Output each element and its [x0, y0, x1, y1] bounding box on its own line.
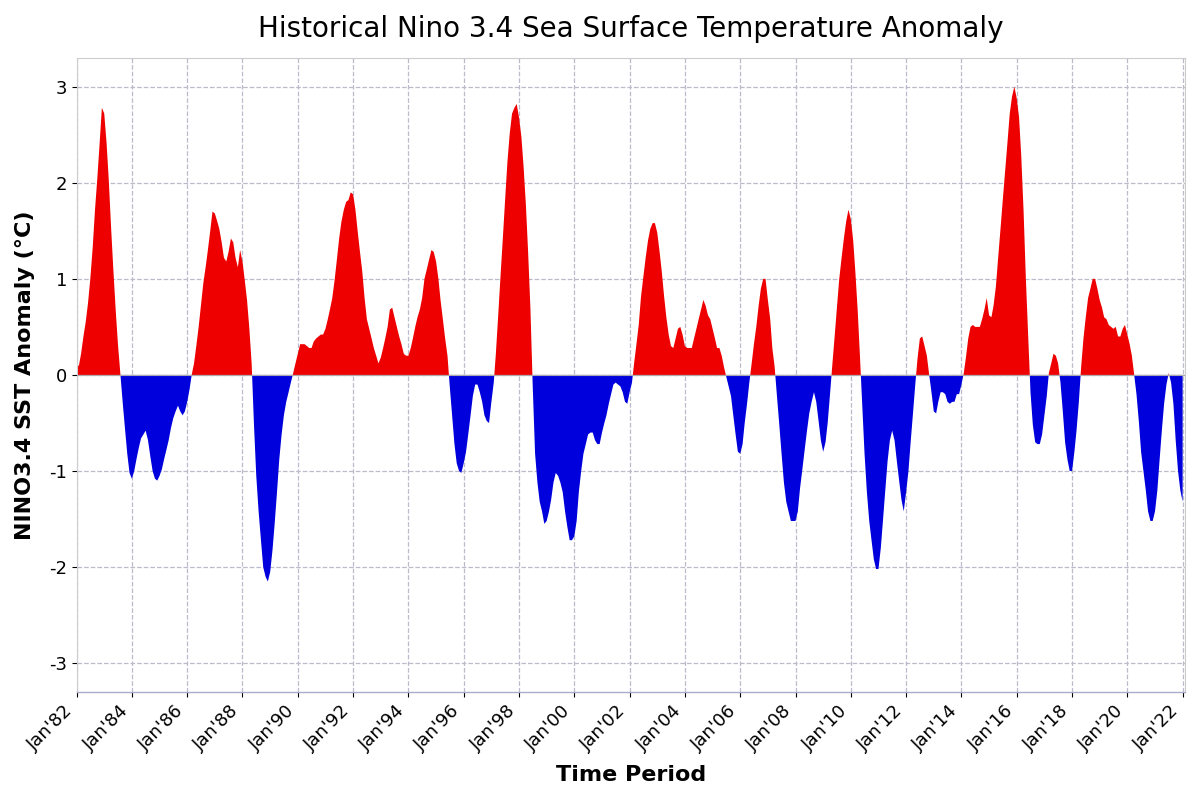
- Y-axis label: NINO3.4 SST Anomaly (°C): NINO3.4 SST Anomaly (°C): [16, 210, 35, 540]
- X-axis label: Time Period: Time Period: [556, 765, 706, 785]
- Title: Historical Nino 3.4 Sea Surface Temperature Anomaly: Historical Nino 3.4 Sea Surface Temperat…: [258, 15, 1003, 43]
